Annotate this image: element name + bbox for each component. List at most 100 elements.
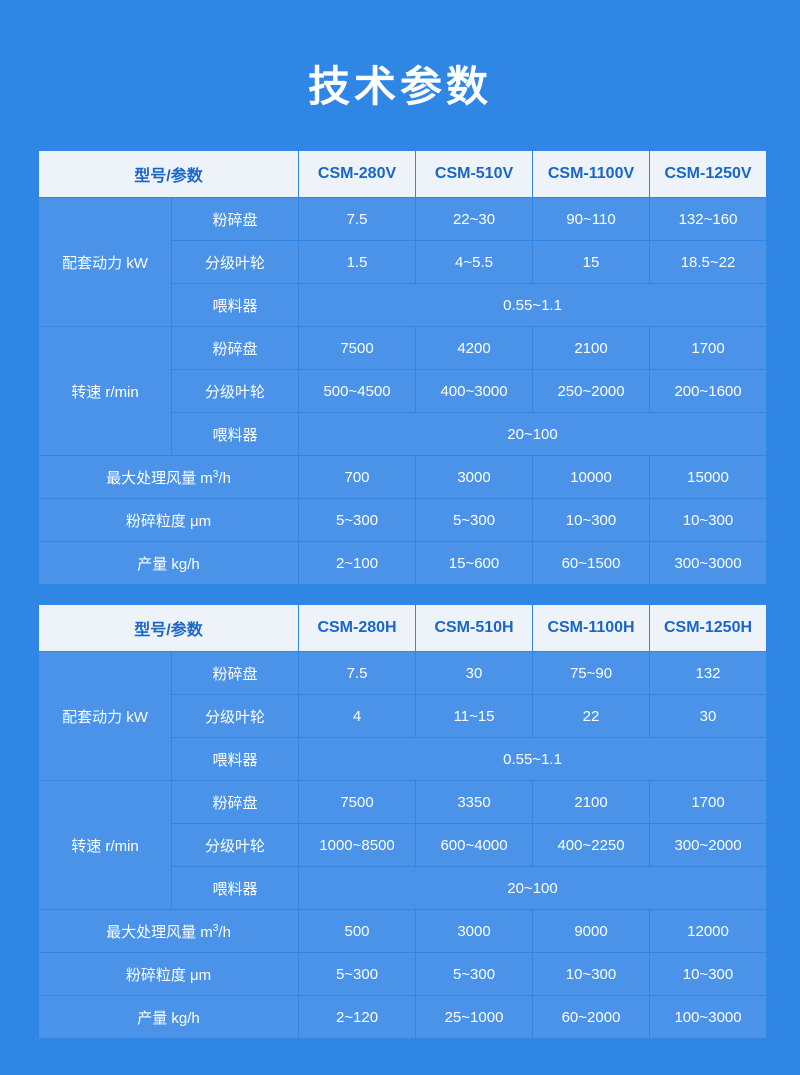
value-cell: 18.5~22 xyxy=(650,241,767,284)
value-cell: 200~1600 xyxy=(650,370,767,413)
sub-label: 粉碎盘 xyxy=(172,327,299,370)
table-row: 配套动力 kW 粉碎盘 7.5 30 75~90 132 xyxy=(39,652,767,781)
table-row: 粉碎粒度 μm 5~300 5~300 10~300 10~300 xyxy=(39,499,767,542)
table-row: 分级叶轮 4 11~15 22 30 xyxy=(39,695,767,738)
table-header-row: 型号/参数 CSM-280H CSM-510H CSM-1100H CSM-1250H xyxy=(39,605,767,652)
value-cell: 10~300 xyxy=(533,953,650,996)
group-label-0: 配套动力 kW xyxy=(39,198,171,327)
sub-label: 分级叶轮 xyxy=(172,370,299,413)
value-cell: 9000 xyxy=(533,910,650,953)
value-cell: 60~1500 xyxy=(533,542,650,585)
table-row: 产量 kg/h 2~100 15~600 60~1500 300~3000 xyxy=(39,542,767,585)
value-cell: 3000 xyxy=(416,456,533,499)
row-label: 最大处理风量 m3/h xyxy=(39,456,299,499)
value-cell: 75~90 xyxy=(533,652,650,695)
row-label: 粉碎粒度 μm xyxy=(39,953,299,996)
value-cell: 1000~8500 xyxy=(299,824,416,867)
sub-label: 喂料器 xyxy=(172,738,299,781)
sub-label: 粉碎盘 xyxy=(172,198,299,241)
value-cell: 4~5.5 xyxy=(416,241,533,284)
value-cell: 1700 xyxy=(650,327,767,370)
table-row: 分级叶轮 500~4500 400~3000 250~2000 200~1600 xyxy=(39,370,767,413)
header-model-csm-510h: CSM-510H xyxy=(416,605,533,652)
group-label-0: 配套动力 kW xyxy=(39,652,171,781)
header-model-label: 型号/参数 xyxy=(39,605,299,652)
value-cell: 2100 xyxy=(533,781,650,824)
merged-value-cell: 20~100 xyxy=(299,867,767,910)
value-cell: 300~2000 xyxy=(650,824,767,867)
table-row: 分级叶轮 1000~8500 600~4000 400~2250 300~2000 xyxy=(39,824,767,867)
sub-label: 分级叶轮 xyxy=(172,824,299,867)
value-cell: 10000 xyxy=(533,456,650,499)
table-row: 配套动力 kW 粉碎盘 7.5 22~30 90~110 132~160 xyxy=(39,198,767,327)
table-row: 喂料器 0.55~1.1 xyxy=(39,738,767,781)
value-cell: 300~3000 xyxy=(650,542,767,585)
header-model-csm-510v: CSM-510V xyxy=(416,151,533,198)
sub-label: 粉碎盘 xyxy=(172,781,299,824)
value-cell: 30 xyxy=(416,652,533,695)
value-cell: 7500 xyxy=(299,327,416,370)
value-cell: 700 xyxy=(299,456,416,499)
table-row: 喂料器 0.55~1.1 xyxy=(39,284,767,327)
value-cell: 7.5 xyxy=(299,198,416,241)
sub-label: 分级叶轮 xyxy=(172,695,299,738)
value-cell: 5~300 xyxy=(416,499,533,542)
row-label: 最大处理风量 m3/h xyxy=(39,910,299,953)
value-cell: 60~2000 xyxy=(533,996,650,1039)
table-row: 最大处理风量 m3/h 500 3000 9000 12000 xyxy=(39,910,767,953)
table-row: 分级叶轮 1.5 4~5.5 15 18.5~22 xyxy=(39,241,767,284)
table-row: 最大处理风量 m3/h 700 3000 10000 15000 xyxy=(39,456,767,499)
value-cell: 3000 xyxy=(416,910,533,953)
sub-label: 粉碎盘 xyxy=(172,652,299,695)
row-label: 粉碎粒度 μm xyxy=(39,499,299,542)
table-body-v-series: 型号/参数 CSM-280V CSM-510V CSM-1100V CSM-1250V 配… xyxy=(39,151,767,585)
table-row: 粉碎粒度 μm 5~300 5~300 10~300 10~300 xyxy=(39,953,767,996)
table-row: 转速 r/min 粉碎盘 7500 4200 2100 1700 xyxy=(39,327,767,456)
table-body-h-series: 型号/参数 CSM-280H CSM-510H CSM-1100H CSM-1250H 配… xyxy=(39,605,767,1039)
table-header-row: 型号/参数 CSM-280V CSM-510V CSM-1100V CSM-1250V xyxy=(39,151,767,198)
value-cell: 4200 xyxy=(416,327,533,370)
spec-table-h-series: 型号/参数 CSM-280H CSM-510H CSM-1100H CSM-1250H 配… xyxy=(38,604,767,1039)
value-cell: 1.5 xyxy=(299,241,416,284)
value-cell: 7.5 xyxy=(299,652,416,695)
header-model-csm-280v: CSM-280V xyxy=(299,151,416,198)
value-cell: 3350 xyxy=(416,781,533,824)
value-cell: 22 xyxy=(533,695,650,738)
value-cell: 600~4000 xyxy=(416,824,533,867)
value-cell: 500 xyxy=(299,910,416,953)
value-cell: 5~300 xyxy=(299,953,416,996)
header-model-csm-1250h: CSM-1250H xyxy=(650,605,767,652)
value-cell: 2100 xyxy=(533,327,650,370)
value-cell: 22~30 xyxy=(416,198,533,241)
value-cell: 132 xyxy=(650,652,767,695)
tables-container: 型号/参数 CSM-280V CSM-510V CSM-1100V CSM-1250V 配… xyxy=(0,150,800,1039)
header-model-csm-280h: CSM-280H xyxy=(299,605,416,652)
value-cell: 400~3000 xyxy=(416,370,533,413)
sub-label: 喂料器 xyxy=(172,867,299,910)
header-model-csm-1100h: CSM-1100H xyxy=(533,605,650,652)
spec-table-v-series: 型号/参数 CSM-280V CSM-510V CSM-1100V CSM-1250V 配… xyxy=(38,150,767,585)
value-cell: 4 xyxy=(299,695,416,738)
value-cell: 90~110 xyxy=(533,198,650,241)
table-row: 喂料器 20~100 xyxy=(39,413,767,456)
merged-value-cell: 20~100 xyxy=(299,413,767,456)
value-cell: 15000 xyxy=(650,456,767,499)
value-cell: 15 xyxy=(533,241,650,284)
value-cell: 5~300 xyxy=(299,499,416,542)
group-label-1: 转速 r/min xyxy=(39,781,171,910)
sub-label: 喂料器 xyxy=(172,413,299,456)
header-model-csm-1250v: CSM-1250V xyxy=(650,151,767,198)
value-cell: 2~100 xyxy=(299,542,416,585)
value-cell: 10~300 xyxy=(650,953,767,996)
value-cell: 11~15 xyxy=(416,695,533,738)
value-cell: 10~300 xyxy=(533,499,650,542)
merged-value-cell: 0.55~1.1 xyxy=(299,738,767,781)
value-cell: 250~2000 xyxy=(533,370,650,413)
value-cell: 25~1000 xyxy=(416,996,533,1039)
table-row: 喂料器 20~100 xyxy=(39,867,767,910)
sub-label: 喂料器 xyxy=(172,284,299,327)
value-cell: 30 xyxy=(650,695,767,738)
merged-value-cell: 0.55~1.1 xyxy=(299,284,767,327)
value-cell: 7500 xyxy=(299,781,416,824)
